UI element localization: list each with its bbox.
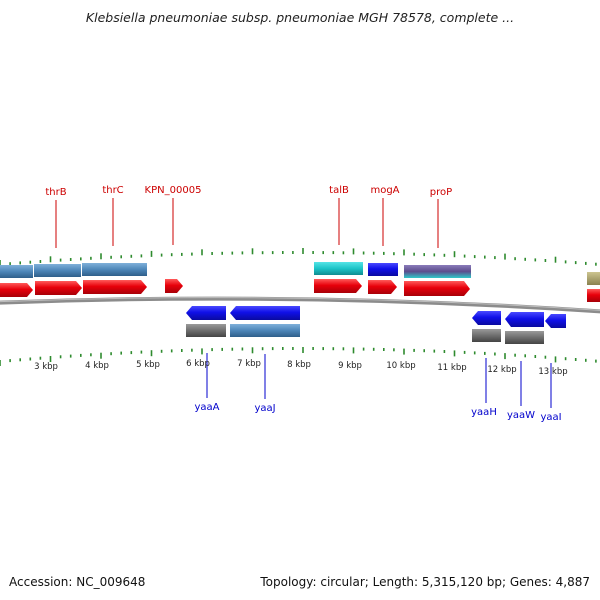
- gene-block[interactable]: [34, 264, 81, 277]
- cds-arrow[interactable]: [314, 279, 362, 293]
- gene-label-top[interactable]: mogA: [370, 185, 399, 196]
- gene-block[interactable]: [587, 272, 600, 285]
- scale-label: 6 kbp: [186, 359, 210, 369]
- cds-arrow-reverse[interactable]: [230, 306, 300, 320]
- scale-label: 8 kbp: [287, 360, 311, 370]
- accession-text: Accession: NC_009648: [9, 575, 146, 589]
- cds-arrow[interactable]: [368, 280, 397, 294]
- cds-arrow[interactable]: [165, 279, 183, 293]
- genome-stats-text: Topology: circular; Length: 5,315,120 bp…: [260, 575, 590, 589]
- cds-arrow[interactable]: [587, 289, 600, 302]
- reverse-cds-track: [186, 306, 566, 328]
- gene-label-bottom[interactable]: yaaH: [471, 407, 497, 418]
- scale-labels: 3 kbp 4 kbp 5 kbp 6 kbp 7 kbp 8 kbp 9 kb…: [34, 359, 568, 377]
- forward-cds-track: [0, 279, 600, 302]
- gene-block[interactable]: [505, 331, 544, 344]
- scale-ticks-outer: [0, 248, 597, 266]
- scale-label: 7 kbp: [237, 359, 261, 369]
- cds-arrow-reverse[interactable]: [545, 314, 566, 328]
- gene-block[interactable]: [230, 324, 300, 337]
- scale-label: 13 kbp: [538, 367, 567, 377]
- gene-block[interactable]: [314, 262, 363, 275]
- gene-block[interactable]: [0, 265, 33, 278]
- gene-label-top[interactable]: thrB: [45, 187, 66, 198]
- gene-block[interactable]: [186, 324, 226, 337]
- gene-block[interactable]: [82, 263, 147, 276]
- gene-label-bottom[interactable]: yaaJ: [254, 403, 275, 414]
- cds-arrow-reverse[interactable]: [472, 311, 501, 325]
- forward-gene-track: [0, 262, 600, 285]
- cds-arrow[interactable]: [35, 281, 82, 295]
- gene-label-top[interactable]: thrC: [102, 185, 123, 196]
- genome-backbone: [0, 296, 600, 314]
- scale-ticks-inner: [0, 347, 597, 366]
- scale-label: 10 kbp: [386, 361, 415, 371]
- cds-arrow[interactable]: [404, 281, 470, 296]
- scale-label: 4 kbp: [85, 361, 109, 371]
- gene-label-bottom[interactable]: yaaI: [540, 412, 561, 423]
- cds-arrow-reverse[interactable]: [186, 306, 226, 320]
- gene-block[interactable]: [368, 263, 398, 276]
- cds-arrow[interactable]: [83, 280, 147, 294]
- cds-arrow-reverse[interactable]: [505, 312, 544, 327]
- scale-label: 12 kbp: [487, 365, 516, 375]
- gene-block[interactable]: [404, 265, 471, 278]
- scale-label: 5 kbp: [136, 360, 160, 370]
- scale-label: 3 kbp: [34, 362, 58, 372]
- gene-block[interactable]: [472, 329, 501, 342]
- gene-label-top[interactable]: proP: [430, 187, 452, 198]
- gene-label-top[interactable]: talB: [329, 185, 349, 196]
- gene-label-bottom[interactable]: yaaW: [507, 410, 535, 421]
- gene-label-bottom[interactable]: yaaA: [194, 402, 219, 413]
- scale-label: 11 kbp: [437, 363, 466, 373]
- genome-title: Klebsiella pneumoniae subsp. pneumoniae …: [85, 10, 515, 25]
- scale-label: 9 kbp: [338, 361, 362, 371]
- cds-arrow[interactable]: [0, 283, 33, 297]
- gene-label-top[interactable]: KPN_00005: [145, 185, 202, 196]
- reverse-gene-track: [186, 324, 544, 344]
- top-gene-labels: thrB thrC KPN_00005 talB mogA proP: [45, 185, 452, 248]
- bottom-gene-labels: yaaA yaaJ yaaH yaaW yaaI: [194, 353, 562, 423]
